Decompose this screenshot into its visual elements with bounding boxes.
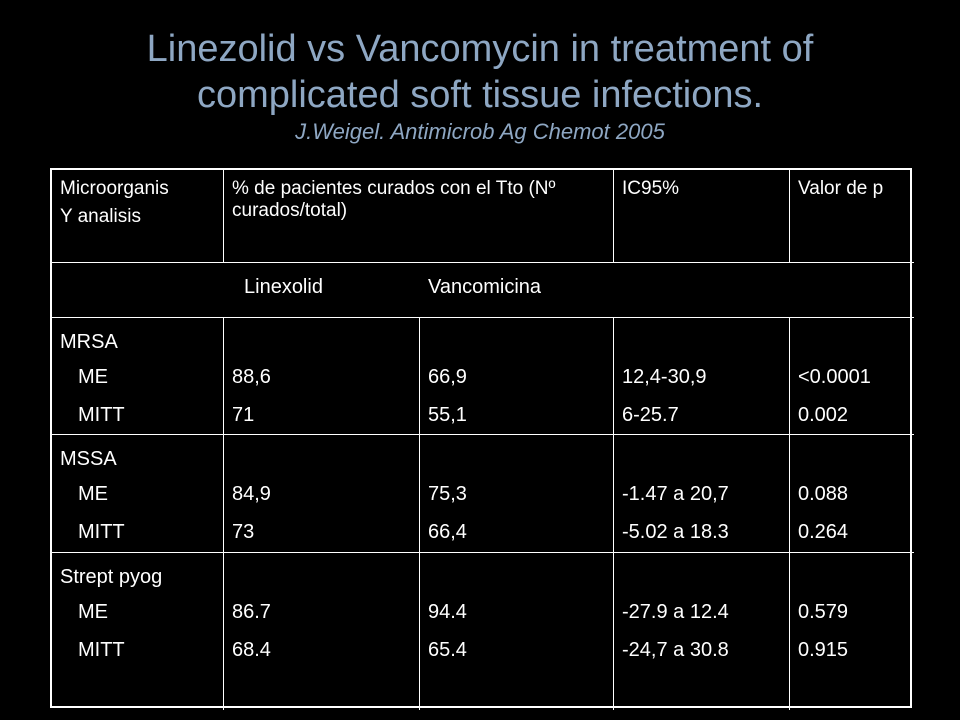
value-mitt: 0.915 xyxy=(798,639,849,661)
header-ci95: IC95% xyxy=(614,170,790,263)
analysis-me: ME xyxy=(78,483,108,505)
header-microorganism-line-2: Y analisis xyxy=(60,206,141,227)
row-mssa-vancomycin: 75,3 66,4 xyxy=(420,435,614,553)
analysis-mitt: MITT xyxy=(78,639,125,661)
row-mrsa-organism: MRSA ME MITT xyxy=(52,318,224,435)
header-percent-cured-text: % de pacientes curados con el Tto (Nº cu… xyxy=(232,178,556,221)
value-me: 66,9 xyxy=(428,366,467,388)
row-mssa-organism: MSSA ME MITT xyxy=(52,435,224,553)
header-ci95-text: IC95% xyxy=(622,178,680,199)
value-me: 0.579 xyxy=(798,601,849,623)
organism-label: Strept pyog xyxy=(60,566,163,588)
slide-citation: J.Weigel. Antimicrob Ag Chemot 2005 xyxy=(295,119,665,144)
row-mrsa-p: <0.0001 0.002 xyxy=(790,318,914,435)
header-microorganism-line-1: Microorganis xyxy=(60,178,169,199)
analysis-me: ME xyxy=(78,601,108,623)
row-strep-vancomycin: 94.4 65.4 xyxy=(420,553,614,710)
row-mssa-p: 0.088 0.264 xyxy=(790,435,914,553)
row-mrsa-ci: 12,4-30,9 6-25.7 xyxy=(614,318,790,435)
slide-title-line-2: complicated soft tissue infections. xyxy=(196,74,764,116)
slide-title-block: Linezolid vs Vancomycin in treatment of … xyxy=(0,26,960,146)
row-mssa-ci: -1.47 a 20,7 -5.02 a 18.3 xyxy=(614,435,790,553)
organism-label: MSSA xyxy=(60,448,117,470)
analysis-mitt: MITT xyxy=(78,404,125,426)
value-me: 86.7 xyxy=(232,601,271,623)
value-me: <0.0001 xyxy=(798,366,871,388)
value-me: 75,3 xyxy=(428,483,467,505)
value-mitt: -24,7 a 30.8 xyxy=(622,639,729,661)
value-mitt: 66,4 xyxy=(428,521,467,543)
value-mitt: 0.264 xyxy=(798,521,849,543)
value-mitt: 71 xyxy=(232,404,255,426)
row-mssa-linezolid: 84,9 73 xyxy=(224,435,420,553)
subheader-vancomycin: Vancomicina xyxy=(428,276,542,298)
header-percent-cured: % de pacientes curados con el Tto (Nº cu… xyxy=(224,170,614,263)
results-table: Microorganis Y analisis % de pacientes c… xyxy=(50,168,914,710)
value-mitt: 55,1 xyxy=(428,404,467,426)
subheader-linezolid: Linexolid xyxy=(244,276,323,298)
row-strep-ci: -27.9 a 12.4 -24,7 a 30.8 xyxy=(614,553,790,710)
row-strep-p: 0.579 0.915 xyxy=(790,553,914,710)
value-me: 94.4 xyxy=(428,601,467,623)
value-me: 12,4-30,9 xyxy=(622,366,707,388)
header-p-value-text: Valor de p xyxy=(798,178,884,199)
subheader-row: Linexolid Vancomicina xyxy=(52,263,914,318)
analysis-me: ME xyxy=(78,366,108,388)
organism-label: MRSA xyxy=(60,331,118,353)
row-strep-linezolid: 86.7 68.4 xyxy=(224,553,420,710)
value-mitt: 65.4 xyxy=(428,639,467,661)
row-strep-organism: Strept pyog ME MITT xyxy=(52,553,224,710)
value-me: 84,9 xyxy=(232,483,271,505)
value-mitt: -5.02 a 18.3 xyxy=(622,521,729,543)
value-mitt: 73 xyxy=(232,521,255,543)
row-mrsa-linezolid: 88,6 71 xyxy=(224,318,420,435)
header-microorganism: Microorganis Y analisis xyxy=(52,170,224,263)
value-me: -27.9 a 12.4 xyxy=(622,601,729,623)
slide-title-line-1: Linezolid vs Vancomycin in treatment of xyxy=(146,28,814,70)
value-mitt: 0.002 xyxy=(798,404,849,426)
analysis-mitt: MITT xyxy=(78,521,125,543)
value-me: 88,6 xyxy=(232,366,271,388)
header-p-value: Valor de p xyxy=(790,170,914,263)
row-mrsa-vancomycin: 66,9 55,1 xyxy=(420,318,614,435)
value-mitt: 68.4 xyxy=(232,639,271,661)
value-mitt: 6-25.7 xyxy=(622,404,679,426)
value-me: -1.47 a 20,7 xyxy=(622,483,729,505)
value-me: 0.088 xyxy=(798,483,849,505)
